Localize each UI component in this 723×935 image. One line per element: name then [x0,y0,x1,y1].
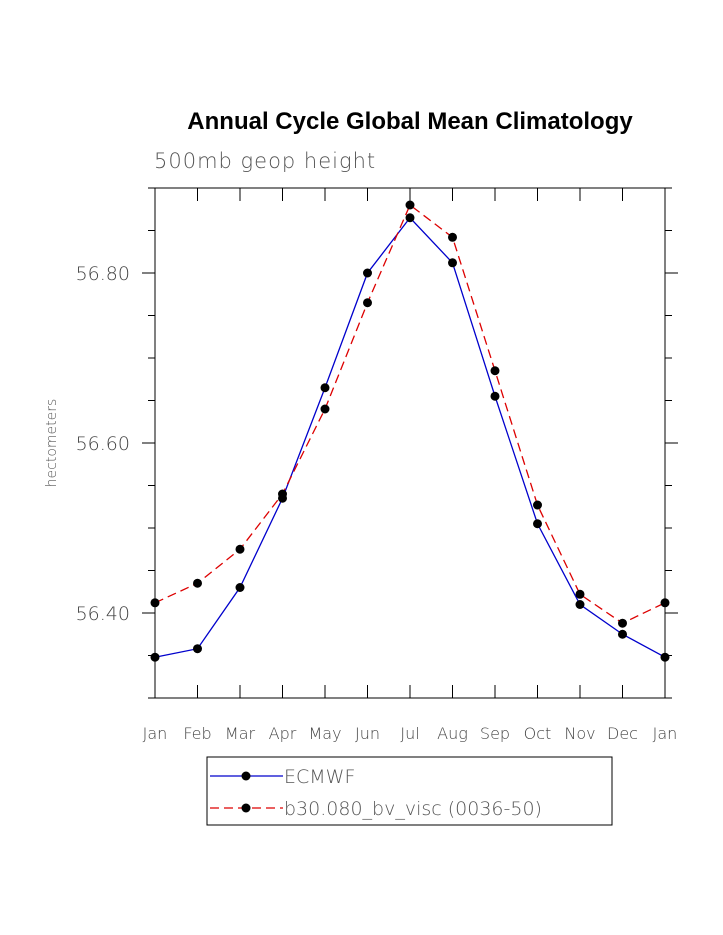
x-tick-label: Dec [607,724,638,743]
series-1-point [320,404,330,414]
y-axis-label: hectometers [44,399,60,488]
y-tick-label: 56.40 [76,603,130,625]
series-1-point [660,598,670,608]
x-tick-label: Feb [183,724,211,743]
series-1-point [533,500,542,510]
x-tick-label: Jan [143,724,168,743]
series-1-point [278,489,287,499]
x-tick-labels: Jan Feb Mar Apr May Jun Jul Aug Sep Oct Nov Dec Jan [143,724,678,743]
y-tick-label: 56.60 [76,433,130,455]
series-1-point [490,366,500,376]
axis-ticks [142,187,678,699]
series-0-point [320,383,330,393]
series-0-point [193,644,202,654]
series-0-point [575,600,585,609]
series-1-point [193,578,202,588]
x-tick-label: May [308,724,341,743]
series-1-point [235,544,245,554]
x-tick-label: Mar [225,724,256,743]
series-0-point [363,268,372,278]
x-tick-label: Aug [437,724,468,743]
chart-title: Annual Cycle Global Mean Climatology [187,108,633,135]
x-tick-label: Oct [524,724,552,743]
series-line-1 [154,203,666,624]
x-tick-label: Sep [480,724,510,743]
y-tick-labels: 56.40 56.60 56.80 [76,263,130,625]
plot-frame [154,187,666,699]
series-1-point [405,200,415,210]
legend-marker-ecmwf [241,771,251,781]
x-tick-label: Jul [400,724,419,743]
series-line-0 [154,216,666,658]
legend-label-model: b30.080_bv_visc (0036-50) [284,798,542,820]
series-1-point [363,298,372,308]
series-0-point [235,583,245,592]
legend-marker-model [241,803,251,813]
series-0-point [533,519,542,529]
x-tick-label: Nov [564,724,595,743]
x-tick-label: Apr [269,724,297,743]
series-0-point [660,652,670,662]
series-0-point [490,391,500,401]
x-tick-label: Jun [355,724,380,743]
series-1-point [448,232,457,242]
chart-subtitle: 500mb geop height [154,149,376,173]
legend-label-ecmwf: ECMWF [284,766,355,788]
series-layer [150,200,670,662]
series-1-point [618,618,627,628]
x-tick-label: Jan [653,724,678,743]
series-0-point [150,652,160,662]
y-tick-label: 56.80 [76,263,130,285]
legend: ECMWF b30.080_bv_visc (0036-50) [206,756,613,826]
legend-box [206,756,613,826]
series-0-point [405,213,415,223]
series-1-point [575,589,585,599]
series-1-point [150,598,160,608]
series-0-point [618,629,627,639]
series-0-point [448,258,457,268]
